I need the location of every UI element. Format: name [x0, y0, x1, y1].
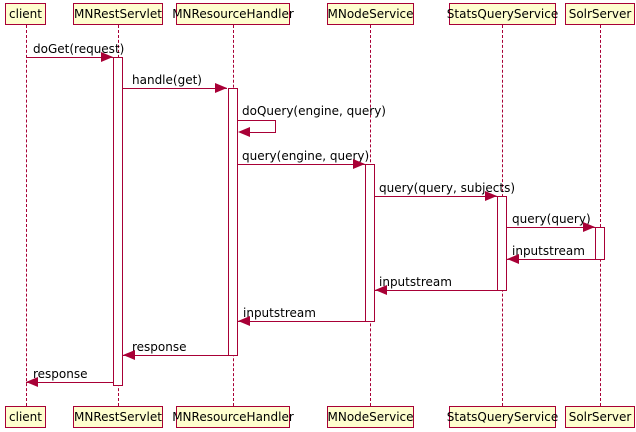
message-3-line-top: [238, 120, 276, 121]
message-2-line: [123, 88, 227, 89]
message-4-label: query(engine, query): [242, 149, 370, 163]
participant-bottom-mnrestservlet: MNRestServlet: [73, 406, 163, 428]
participant-bottom-statsqueryservice: StatsQueryService: [447, 406, 558, 428]
message-4-arrowhead: [353, 159, 365, 169]
message-10-arrowhead: [123, 350, 135, 360]
message-3-label: doQuery(engine, query): [242, 104, 386, 118]
message-6-arrowhead: [583, 222, 595, 232]
message-9-label: inputstream: [243, 306, 316, 320]
message-4-line: [238, 164, 365, 165]
activation-solrserver: [595, 227, 605, 260]
message-10-label: response: [132, 340, 187, 354]
activation-mnrestservlet: [113, 57, 123, 386]
message-5-line: [375, 196, 497, 197]
message-6-label: query(query): [512, 212, 591, 226]
activation-mnodeservice: [365, 164, 375, 322]
message-1-line: [26, 57, 113, 58]
message-8-line: [375, 290, 497, 291]
message-11-label: response: [33, 367, 88, 381]
message-3-line-right: [275, 120, 276, 133]
message-5-label: query(query, subjects): [379, 181, 516, 195]
participant-bottom-mnresourcehandler: MNResourceHandler: [172, 406, 294, 428]
message-10-line: [123, 355, 228, 356]
lifeline-client: [26, 25, 27, 406]
message-7-line: [507, 259, 595, 260]
message-11-arrowhead: [26, 377, 38, 387]
message-9-arrowhead: [238, 316, 250, 326]
message-2-label: handle(get): [132, 73, 202, 87]
lifeline-solrserver: [600, 25, 601, 406]
participant-top-mnrestservlet: MNRestServlet: [73, 3, 163, 25]
participant-top-client: client: [5, 3, 46, 25]
message-3-arrowhead: [238, 127, 250, 137]
message-8-label: inputstream: [379, 275, 452, 289]
participant-bottom-mnodeservice: MNodeService: [327, 406, 414, 428]
participant-top-mnodeservice: MNodeService: [327, 3, 414, 25]
participant-bottom-solrserver: SolrServer: [565, 406, 635, 428]
message-1-arrowhead: [101, 52, 113, 62]
participant-top-statsqueryservice: StatsQueryService: [447, 3, 558, 25]
participant-top-mnresourcehandler: MNResourceHandler: [172, 3, 294, 25]
message-7-label: inputstream: [512, 244, 585, 258]
message-11-line: [26, 382, 113, 383]
message-6-line: [507, 227, 595, 228]
message-5-arrowhead: [485, 191, 497, 201]
message-7-arrowhead: [507, 254, 519, 264]
message-2-arrowhead: [215, 83, 227, 93]
message-3-line-bottom: [250, 132, 276, 133]
activation-statsqueryservice: [497, 196, 507, 291]
participant-bottom-client: client: [5, 406, 46, 428]
participant-top-solrserver: SolrServer: [565, 3, 635, 25]
message-9-line: [238, 321, 365, 322]
message-8-arrowhead: [375, 285, 387, 295]
activation-mnresourcehandler: [228, 88, 238, 356]
